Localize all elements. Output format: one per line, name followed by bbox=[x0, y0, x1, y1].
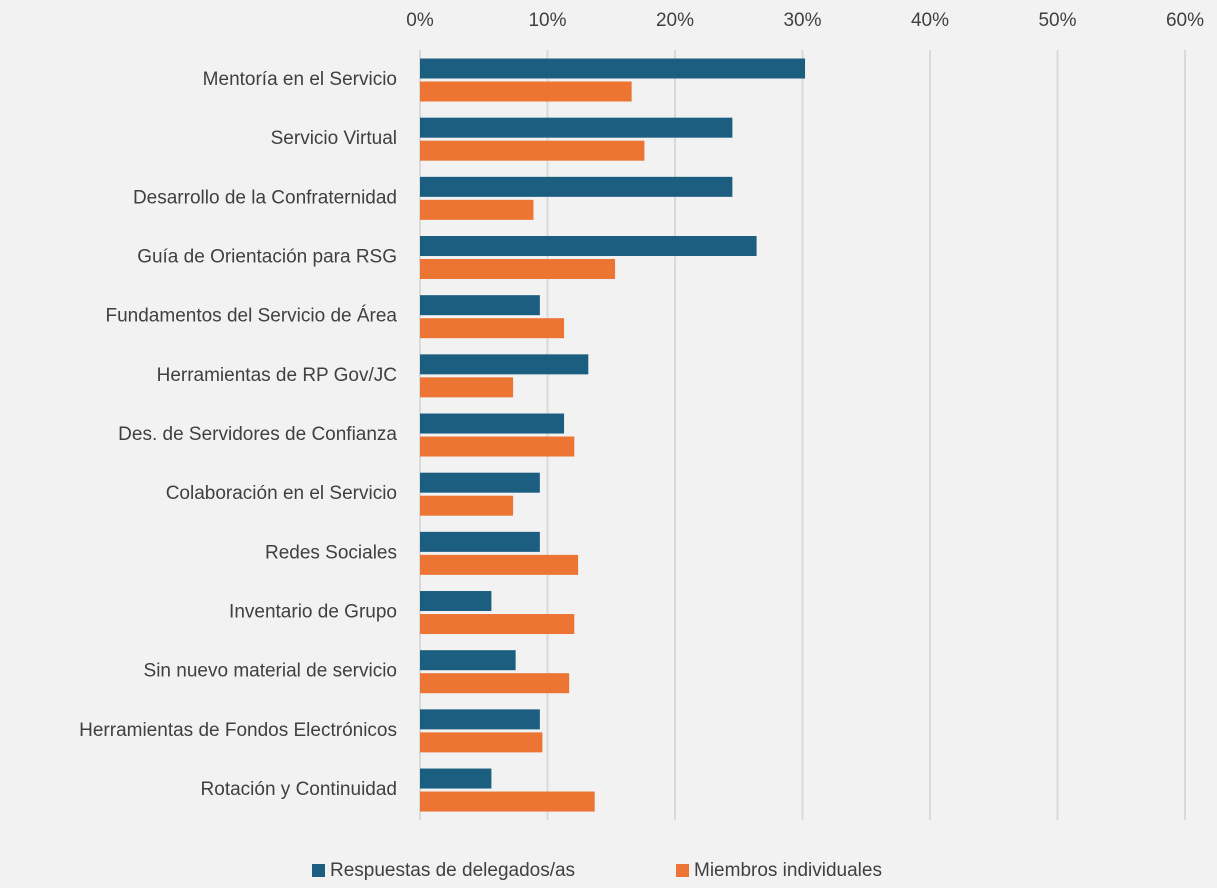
bar bbox=[420, 236, 757, 257]
bar bbox=[420, 259, 616, 280]
y-tick-label: Rotación y Continuidad bbox=[201, 779, 397, 800]
bar bbox=[420, 673, 570, 694]
x-tick-label: 30% bbox=[783, 10, 821, 31]
bar bbox=[420, 176, 733, 197]
bar bbox=[420, 591, 492, 612]
bar bbox=[420, 791, 595, 812]
bar bbox=[420, 81, 632, 102]
x-tick-label: 10% bbox=[528, 10, 566, 31]
y-tick-label: Herramientas de RP Gov/JC bbox=[157, 365, 397, 386]
bar bbox=[420, 732, 543, 753]
bar bbox=[420, 354, 589, 375]
y-tick-label: Des. de Servidores de Confianza bbox=[118, 424, 397, 445]
bar bbox=[420, 58, 806, 79]
bar bbox=[420, 413, 565, 434]
x-tick-label: 50% bbox=[1038, 10, 1076, 31]
bar bbox=[420, 199, 534, 220]
bar bbox=[420, 531, 540, 552]
bar bbox=[420, 709, 540, 730]
y-tick-label: Mentoría en el Servicio bbox=[203, 69, 397, 90]
bar bbox=[420, 318, 565, 339]
bar bbox=[420, 140, 645, 161]
bar bbox=[420, 436, 575, 457]
y-tick-label: Redes Sociales bbox=[265, 542, 397, 563]
y-tick-label: Servicio Virtual bbox=[271, 128, 397, 149]
bar bbox=[420, 295, 540, 316]
y-tick-label: Sin nuevo material de servicio bbox=[144, 661, 397, 682]
x-tick-label: 0% bbox=[406, 10, 434, 31]
bar bbox=[420, 495, 514, 516]
y-tick-label: Inventario de Grupo bbox=[229, 602, 397, 623]
bar bbox=[420, 117, 733, 138]
legend-label: Miembros individuales bbox=[694, 860, 882, 881]
bar bbox=[420, 472, 540, 493]
x-tick-label: 40% bbox=[911, 10, 949, 31]
bar bbox=[420, 614, 575, 635]
legend-swatch bbox=[312, 864, 325, 877]
y-tick-label: Desarrollo de la Confraternidad bbox=[133, 187, 397, 208]
bar bbox=[420, 554, 579, 575]
bar bbox=[420, 768, 492, 789]
y-tick-label: Guía de Orientación para RSG bbox=[137, 247, 397, 268]
bar bbox=[420, 650, 516, 671]
y-tick-label: Herramientas de Fondos Electrónicos bbox=[79, 720, 397, 741]
y-tick-label: Fundamentos del Servicio de Área bbox=[106, 306, 398, 327]
legend-swatch bbox=[676, 864, 689, 877]
bar bbox=[420, 377, 514, 398]
y-tick-label: Colaboración en el Servicio bbox=[166, 483, 397, 504]
x-tick-label: 60% bbox=[1166, 10, 1204, 31]
x-tick-label: 20% bbox=[656, 10, 694, 31]
legend-label: Respuestas de delegados/as bbox=[330, 860, 575, 881]
